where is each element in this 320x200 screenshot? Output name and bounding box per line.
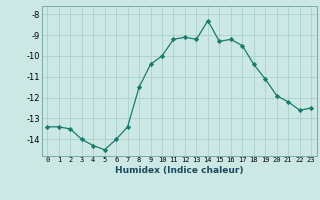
- X-axis label: Humidex (Indice chaleur): Humidex (Indice chaleur): [115, 166, 244, 175]
